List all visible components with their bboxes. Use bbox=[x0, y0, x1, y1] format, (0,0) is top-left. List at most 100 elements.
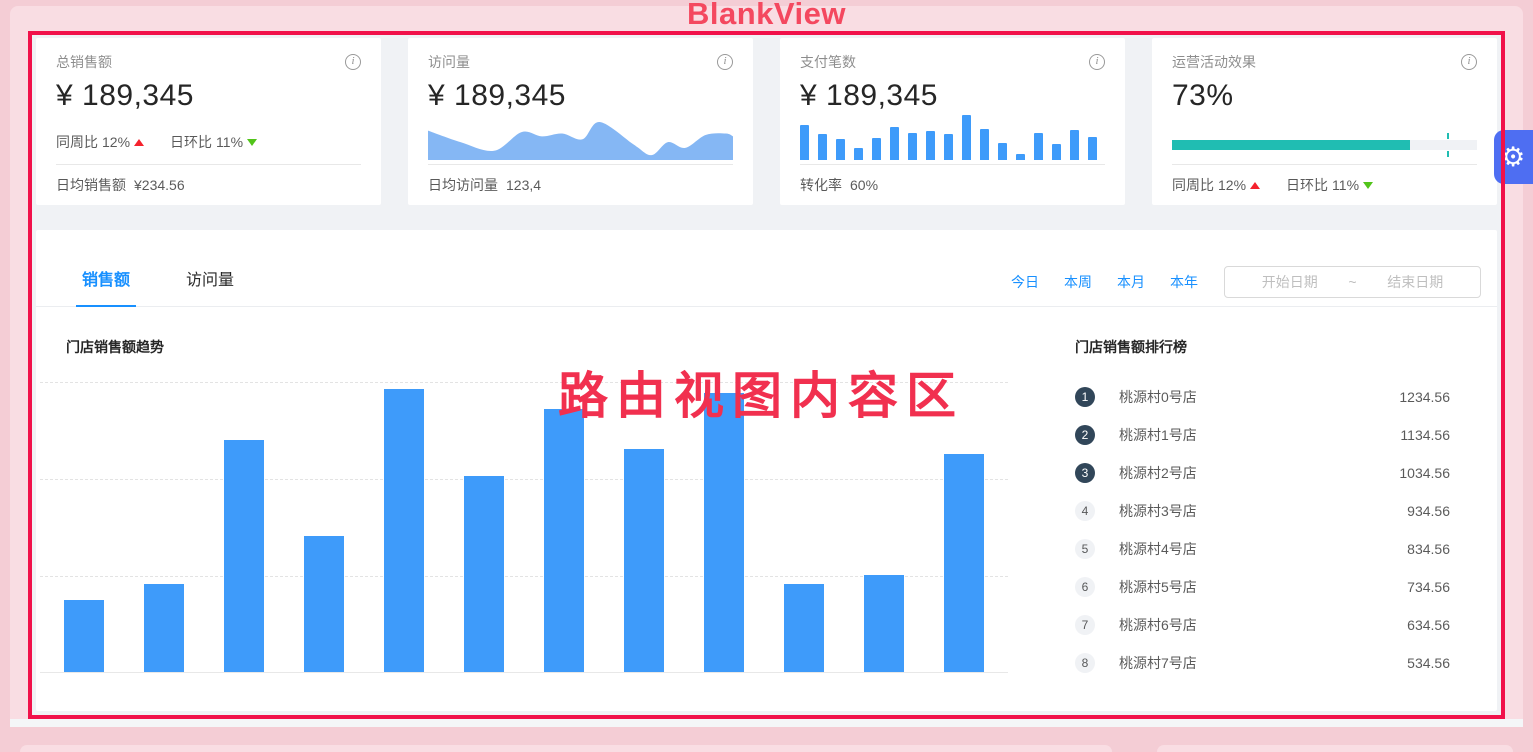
list-item: 1 桃源村0号店 1234.56 bbox=[1075, 378, 1450, 416]
card-header: 运营活动效果 i bbox=[1152, 38, 1497, 72]
mini-bar bbox=[1052, 144, 1061, 160]
caret-up-icon bbox=[1250, 181, 1261, 189]
gridline bbox=[40, 479, 1008, 480]
rank-badge: 8 bbox=[1075, 653, 1095, 673]
mini-bar bbox=[800, 125, 809, 160]
quick-range-link[interactable]: 本月 bbox=[1117, 274, 1145, 290]
rank-badge: 6 bbox=[1075, 577, 1095, 597]
start-date-input[interactable]: 开始日期 bbox=[1261, 274, 1318, 290]
trend-label: 日环比 bbox=[170, 134, 213, 150]
store-sales-value: 1034.56 bbox=[1399, 465, 1450, 481]
gridline bbox=[40, 382, 1008, 383]
quick-range-link[interactable]: 本周 bbox=[1064, 274, 1092, 290]
page-title: BlankView bbox=[686, 0, 846, 31]
store-sales-value: 534.56 bbox=[1407, 655, 1450, 671]
trend-day: 日环比 11% bbox=[1286, 175, 1374, 195]
gear-icon: ⚙ bbox=[1501, 141, 1526, 172]
tabs-bar: 销售额 访问量 bbox=[36, 230, 1497, 307]
caret-down-icon bbox=[1363, 181, 1374, 189]
progress-bar bbox=[1172, 133, 1477, 157]
store-name: 桃源村1号店 bbox=[1119, 427, 1197, 443]
mini-bar bbox=[926, 131, 935, 160]
tab-sales[interactable]: 销售额 bbox=[76, 266, 137, 307]
rank-badge: 3 bbox=[1075, 463, 1095, 483]
store-sales-value: 834.56 bbox=[1407, 541, 1450, 557]
rank-badge: 7 bbox=[1075, 615, 1095, 635]
info-icon[interactable]: i bbox=[345, 54, 361, 70]
footer-value: 123,4 bbox=[506, 177, 542, 193]
bar bbox=[464, 476, 504, 672]
card-footer: 日均销售额 ¥234.56 bbox=[56, 164, 361, 195]
bar bbox=[384, 389, 424, 672]
store-name: 桃源村5号店 bbox=[1119, 579, 1197, 595]
mini-bar bbox=[890, 127, 899, 160]
card-header: 支付笔数 i bbox=[780, 38, 1125, 72]
store-sales-value: 1234.56 bbox=[1399, 389, 1450, 405]
trend-week: 同周比 12% bbox=[1172, 175, 1261, 195]
mini-bar bbox=[1070, 130, 1079, 160]
bar bbox=[304, 536, 344, 672]
trend-value: 11% bbox=[216, 134, 244, 150]
quick-range-link[interactable]: 本年 bbox=[1170, 274, 1198, 290]
store-sales-bar-chart bbox=[40, 355, 1008, 673]
card-value: 73% bbox=[1172, 79, 1234, 112]
card-footer: 转化率 60% bbox=[800, 164, 1105, 195]
trend-value: 12% bbox=[102, 134, 131, 150]
red-border-overlay-segment bbox=[1501, 130, 1505, 184]
info-icon[interactable]: i bbox=[1089, 54, 1105, 70]
store-name: 桃源村4号店 bbox=[1119, 541, 1197, 557]
footer-label: 日均销售额 bbox=[56, 177, 126, 193]
store-name: 桃源村2号店 bbox=[1119, 465, 1197, 481]
footer-label: 转化率 bbox=[800, 177, 842, 193]
trend-label: 同周比 bbox=[1172, 177, 1214, 193]
ranking-title: 门店销售额排行榜 bbox=[1075, 339, 1187, 355]
rank-badge: 2 bbox=[1075, 425, 1095, 445]
background-card-peek-right bbox=[1157, 745, 1513, 752]
list-item: 3 桃源村2号店 1034.56 bbox=[1075, 454, 1450, 492]
date-separator: ~ bbox=[1348, 274, 1357, 290]
card-value: ¥ 189,345 bbox=[428, 79, 566, 112]
trend-value: 12% bbox=[1218, 177, 1247, 193]
mini-bar bbox=[944, 134, 953, 160]
mini-bar bbox=[872, 138, 881, 160]
card-title: 运营活动效果 bbox=[1172, 54, 1256, 70]
progress-target-marker bbox=[1446, 133, 1449, 157]
card-footer: 日均访问量 123,4 bbox=[428, 164, 733, 195]
gridline bbox=[40, 576, 1008, 577]
mini-bars bbox=[800, 115, 1105, 160]
card-title: 访问量 bbox=[428, 54, 470, 70]
footer-label: 日均访问量 bbox=[428, 177, 498, 193]
settings-button[interactable]: ⚙ bbox=[1494, 130, 1533, 184]
visits-area-chart bbox=[428, 115, 733, 160]
mini-bar bbox=[998, 143, 1007, 160]
card-footer: 同周比 12% 日环比 11% bbox=[1172, 164, 1477, 195]
trend-row: 同周比 12% 日环比 11% bbox=[56, 132, 258, 152]
quick-range-link[interactable]: 今日 bbox=[1011, 274, 1039, 290]
card-title: 总销售额 bbox=[56, 54, 112, 70]
store-name: 桃源村3号店 bbox=[1119, 503, 1197, 519]
bar bbox=[784, 584, 824, 672]
mini-bar bbox=[962, 115, 971, 160]
ranking-rows: 1 桃源村0号店 1234.56 2 桃源村1号店 1134.56 3 桃源村2… bbox=[1075, 378, 1450, 682]
store-sales-value: 1134.56 bbox=[1400, 427, 1450, 443]
rank-badge: 4 bbox=[1075, 501, 1095, 521]
trend-value: 11% bbox=[1332, 177, 1360, 193]
list-item: 2 桃源村1号店 1134.56 bbox=[1075, 416, 1450, 454]
store-sales-ranking: 门店销售额排行榜 1 桃源村0号店 1234.56 2 桃源村1号店 1134.… bbox=[1075, 337, 1450, 682]
bottom-light-strip bbox=[10, 719, 1523, 727]
mini-bar bbox=[980, 129, 989, 160]
date-range-picker[interactable]: 开始日期 ~ 结束日期 bbox=[1224, 266, 1481, 298]
info-icon[interactable]: i bbox=[717, 54, 733, 70]
bar bbox=[224, 440, 264, 672]
footer-value: 60% bbox=[850, 177, 879, 193]
store-name: 桃源村0号店 bbox=[1119, 389, 1197, 405]
end-date-input[interactable]: 结束日期 bbox=[1387, 274, 1444, 290]
progress-fill bbox=[1172, 140, 1410, 150]
stat-card-total-sales: 总销售额 i ¥ 189,345 同周比 12% 日环比 11% bbox=[36, 38, 381, 205]
store-name: 桃源村6号店 bbox=[1119, 617, 1197, 633]
trend-label: 同周比 bbox=[56, 134, 98, 150]
info-icon[interactable]: i bbox=[1461, 54, 1477, 70]
list-item: 8 桃源村7号店 534.56 bbox=[1075, 644, 1450, 682]
tab-visits[interactable]: 访问量 bbox=[186, 272, 235, 289]
